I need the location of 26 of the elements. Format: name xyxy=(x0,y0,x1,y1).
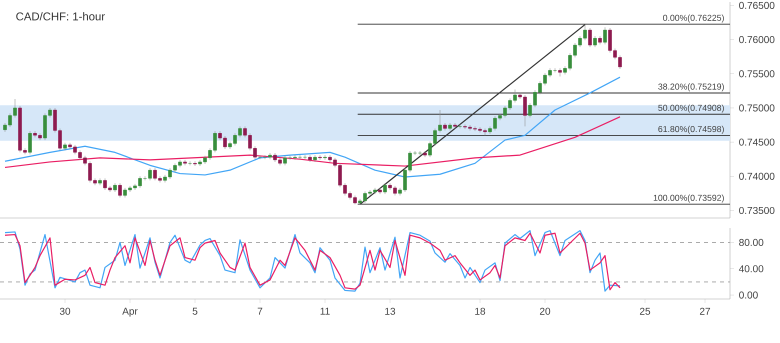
y-tick-label: 0.75000 xyxy=(739,104,774,112)
y-tick-label: 0.74500 xyxy=(739,138,774,146)
y-tick-label: 0.75500 xyxy=(739,70,774,78)
x-tick-label: 25 xyxy=(640,308,650,315)
y-tick-label: 0.73500 xyxy=(739,206,774,214)
x-tick-label: Apr xyxy=(122,308,138,317)
y-tick-label: 0.00 xyxy=(739,292,758,299)
text: CAD/CHF: 1-hour xyxy=(16,12,105,20)
x-tick-label: 18 xyxy=(475,308,486,315)
x-tick-label: 13 xyxy=(385,308,396,315)
y-tick-label: 0.76500 xyxy=(739,2,774,9)
x-tick-label: 30 xyxy=(60,308,70,315)
y-tick-label: 80.00 xyxy=(739,238,764,246)
x-tick-label: 20 xyxy=(540,308,550,315)
y-tick-label: 40.00 xyxy=(738,265,764,272)
x-tick-label: 7 xyxy=(258,308,262,315)
ref-line-label: 100.00%(0.73592) xyxy=(654,194,724,203)
ref-line-label: 50.00%(0.74908) xyxy=(658,104,724,113)
x-tick-label: 5 xyxy=(192,308,198,315)
y-tick-label: 0.76000 xyxy=(739,36,774,44)
ref-line-label: 61.80%(0.74598) xyxy=(658,126,724,134)
x-tick-label: 27 xyxy=(700,308,710,315)
x-tick-label: 11 xyxy=(320,308,330,315)
ref-line-label: 0.00%(0.76225) xyxy=(663,14,724,23)
y-tick-label: 0.74000 xyxy=(739,172,774,180)
ref-line-label: 38.20%(0.75219) xyxy=(658,83,724,92)
